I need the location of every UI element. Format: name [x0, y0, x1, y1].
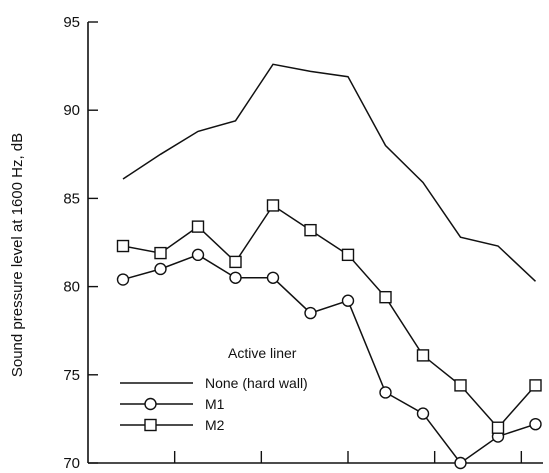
data-point-square: [529, 379, 542, 392]
data-point-circle: [454, 456, 467, 470]
data-point-circle: [266, 271, 280, 284]
legend: Active liner None (hard wall) M1 M2: [120, 345, 308, 433]
data-point-square: [379, 290, 392, 304]
series-line-0: [122, 63, 537, 282]
data-point-square: [154, 246, 167, 260]
series-line-1: [122, 253, 536, 465]
data-point-square: [491, 421, 505, 434]
y-tick-label: 70: [63, 455, 80, 472]
data-point-circle: [229, 271, 242, 284]
data-point-circle: [529, 417, 542, 431]
y-axis-label: Sound pressure level at 1600 Hz, dB: [9, 133, 26, 377]
plot-series: [116, 63, 542, 470]
data-point-circle: [304, 306, 317, 320]
data-point-square: [304, 223, 317, 237]
data-point-circle: [379, 386, 392, 399]
y-tick-label: 80: [63, 279, 80, 296]
data-point-square: [341, 248, 355, 262]
data-point-circle: [416, 407, 430, 420]
y-tick-label: 75: [63, 367, 80, 384]
y-tick-label: 90: [63, 102, 80, 119]
legend-marker-square: [144, 418, 157, 432]
data-point-square: [416, 349, 430, 362]
y-tick-label: 85: [63, 190, 80, 207]
legend-title: Active liner: [228, 345, 297, 361]
data-point-circle: [154, 262, 167, 276]
x-axis: [88, 451, 543, 464]
data-point-square: [116, 239, 130, 253]
legend-marker-circle: [144, 397, 157, 411]
legend-label: None (hard wall): [205, 375, 308, 391]
data-point-circle: [191, 248, 205, 262]
data-point-square: [229, 255, 242, 269]
data-point-circle: [116, 273, 130, 286]
data-point-circle: [341, 294, 355, 307]
data-point-square: [266, 199, 280, 212]
data-point-square: [454, 379, 467, 392]
y-axis: 70 75 80 85 90 95: [63, 14, 98, 472]
data-point-square: [191, 220, 205, 233]
legend-label: M1: [205, 396, 225, 412]
y-tick-label: 95: [63, 14, 80, 31]
series-line-2: [122, 204, 537, 429]
legend-label: M2: [205, 417, 225, 433]
